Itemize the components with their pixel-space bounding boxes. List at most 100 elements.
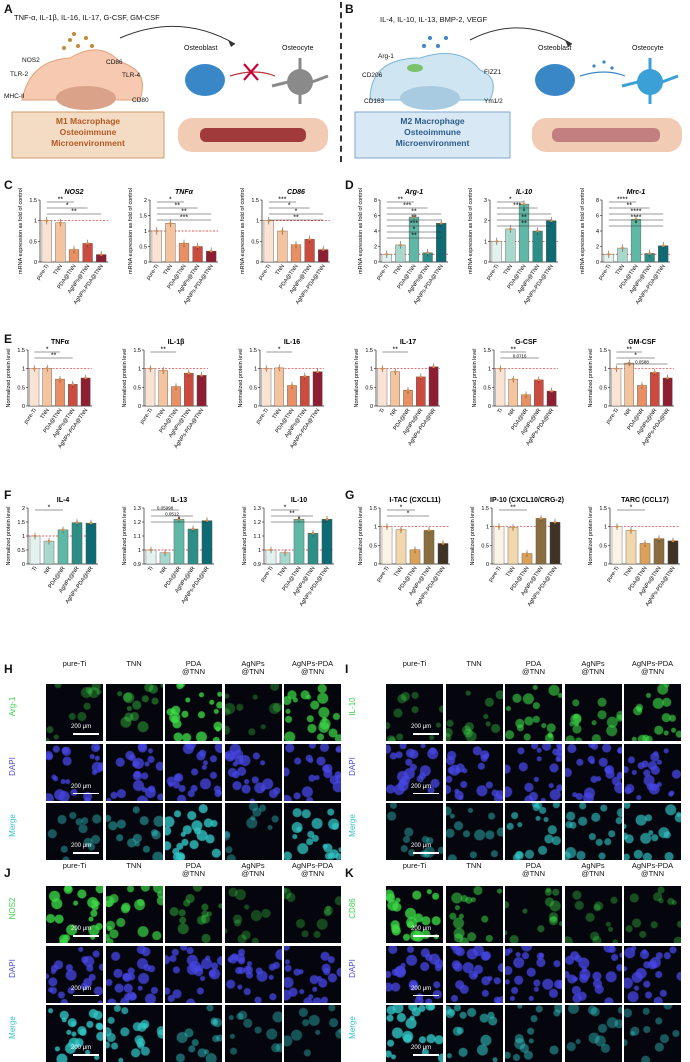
m2-marker-cd206: CD206 (362, 72, 383, 79)
micro-H-tile-2-2 (165, 803, 222, 860)
micro-J-col-header-3: AgNPs @TNN (241, 861, 265, 878)
chart7-bar-4 (196, 375, 207, 407)
m1-box-line3: Microenvironment (51, 138, 125, 148)
chart17-ytick-label-0: 0 (604, 562, 607, 568)
chart4-ytick-label-0: 0 (484, 260, 487, 266)
chart10-point-2 (524, 393, 528, 397)
chart5-xtick-label-1: TNN (615, 264, 626, 277)
m1-box-line2: Osteoimmune (59, 127, 117, 137)
chart9-xtick-label-0: Ti (379, 408, 386, 415)
chart2-ylabel: mRNA expression as fold of control (240, 188, 246, 274)
panel-label-k: K (345, 866, 354, 880)
chart14-point-3 (311, 531, 315, 535)
m1-marker-tlr4: TLR-4 (122, 72, 141, 79)
chart11-point-2 (640, 384, 644, 387)
micro-K-tile-1-0 (386, 945, 443, 1003)
chart17-bar-0 (611, 526, 623, 565)
chart13-point-3 (191, 527, 195, 531)
chart8-ytick-label-2: 1 (254, 367, 257, 373)
chart1-sig-label-2: ** (181, 209, 187, 216)
chart9-ytick-label-1: 0.5 (365, 385, 373, 391)
chart5-ylabel: mRNA expression as fold of control (580, 188, 586, 274)
panel-label-e: E (4, 332, 13, 346)
m2-marker-ym12: Ym1/2 (484, 98, 503, 105)
chart2-point-1 (281, 229, 284, 233)
micro-J-tile-2-2 (165, 1005, 222, 1062)
chart4-point-0 (495, 240, 499, 243)
chart6-ytick-label-1: 0.5 (17, 385, 25, 391)
chart13-title: IL-13 (171, 497, 187, 504)
chart12-bar-0 (29, 535, 41, 565)
chart14-bar-4 (321, 519, 333, 565)
panel-label-b: B (345, 2, 354, 16)
chart0-ytick-label-3: 1.5 (29, 198, 37, 204)
chart14-sig-label-2: * (298, 517, 301, 524)
chart3-sig-label-2: ** (411, 209, 417, 216)
m2-box-title: M2 Macrophage Osteoimmune Microenvironme… (355, 116, 510, 149)
chart0-point-1 (59, 221, 62, 225)
chart15-ylabel: Normalized protein level (358, 507, 364, 566)
chart5-ytick-label-4: 8 (596, 198, 599, 204)
chart11-point-0 (615, 367, 618, 370)
chart16-bar-0 (493, 526, 505, 565)
chart3-ytick-label-4: 8 (374, 198, 377, 204)
chart12-ytick-label-4: 2 (22, 506, 25, 512)
chart1-ytick-label-2: 1 (144, 229, 147, 235)
micro-I-row-label-0: IL-10 (348, 697, 357, 716)
chart15-xtick-label-0: pure-Ti (376, 566, 391, 584)
chart15-ytick-label-0: 0 (374, 562, 377, 568)
micro-I-col-header-1: TNN (466, 659, 482, 668)
chart12-xtick-label-1: NR (43, 566, 52, 576)
chart12-ytick-label-0: 0 (22, 562, 25, 568)
m2-marker-arg1: Arg-1 (378, 53, 394, 60)
m1-box-line1: M1 Macrophage (55, 116, 121, 126)
micro-H-tile-0-4 (284, 684, 341, 741)
micro-I-row-label-2: Merge (348, 814, 357, 837)
chart11-ylabel: Normalized protein level (588, 349, 594, 408)
micro-J-col-header-4: AgNPs-PDA @TNN (291, 861, 334, 878)
micro-I-tile-2-3 (564, 803, 622, 860)
chart10-bar-1 (508, 378, 519, 407)
chart4-sig-label-3: ** (521, 215, 527, 222)
chart13-ylabel: Normalized protein level (122, 507, 128, 566)
chart16-ytick-label-2: 1 (486, 525, 489, 531)
chart15-bar-1 (395, 529, 407, 565)
chart1-xtick-label-0: pure-Ti (146, 264, 161, 282)
chart9-bar-0 (377, 368, 388, 407)
m1-box-title: M1 Macrophage Osteoimmune Microenvironme… (12, 116, 164, 149)
chart6-xtick-label-1: TNN (39, 408, 50, 421)
chart4-sig-label-2: * (523, 209, 526, 216)
chart7-bar-0 (145, 368, 156, 407)
chart14-bar-2 (293, 519, 305, 565)
chart1-point-4 (209, 249, 213, 253)
chart16-ylabel: Normalized protein level (470, 507, 476, 566)
chart2-xtick-label-1: TNN (275, 264, 286, 277)
chart11-title: GM-CSF (628, 339, 656, 346)
chart8-point-3 (303, 374, 307, 378)
chart0-ylabel: mRNA expression as fold of control (18, 188, 24, 274)
micro-H-row-label-2: Merge (8, 814, 17, 837)
chart15-title: I-TAC (CXCL11) (389, 497, 440, 504)
micro-I-scalebar-2 (413, 852, 439, 854)
micro-H-col-header-1: TNN (126, 659, 142, 668)
micro-I-tile-2-0 (386, 803, 443, 860)
chart11-bar-1 (624, 362, 635, 407)
chart13-bar-4 (201, 520, 213, 565)
chart13-sig-label-2: * (178, 517, 181, 524)
chart12-bar-4 (85, 522, 97, 565)
chart0-point-2 (72, 248, 76, 251)
chart16-point-1 (511, 526, 515, 529)
chart11-ytick-label-2: 1 (604, 367, 607, 373)
chart14-point-1 (283, 551, 287, 555)
micro-I-tile-0-4 (624, 684, 681, 741)
chart4-point-3 (536, 229, 539, 233)
chart1-point-3 (196, 245, 199, 248)
micro-I-tile-0-2 (505, 684, 562, 741)
micro-I-tile-1-4 (624, 743, 681, 801)
chart17-bar-4 (667, 540, 679, 565)
chart5-point-1 (621, 246, 624, 250)
chart0-sig-label-2: ** (71, 209, 77, 216)
chart16-ytick-label-0: 0 (486, 562, 489, 568)
micro-K-scalebar-2 (413, 1054, 439, 1056)
micro-I-scalebar-1 (413, 792, 439, 794)
